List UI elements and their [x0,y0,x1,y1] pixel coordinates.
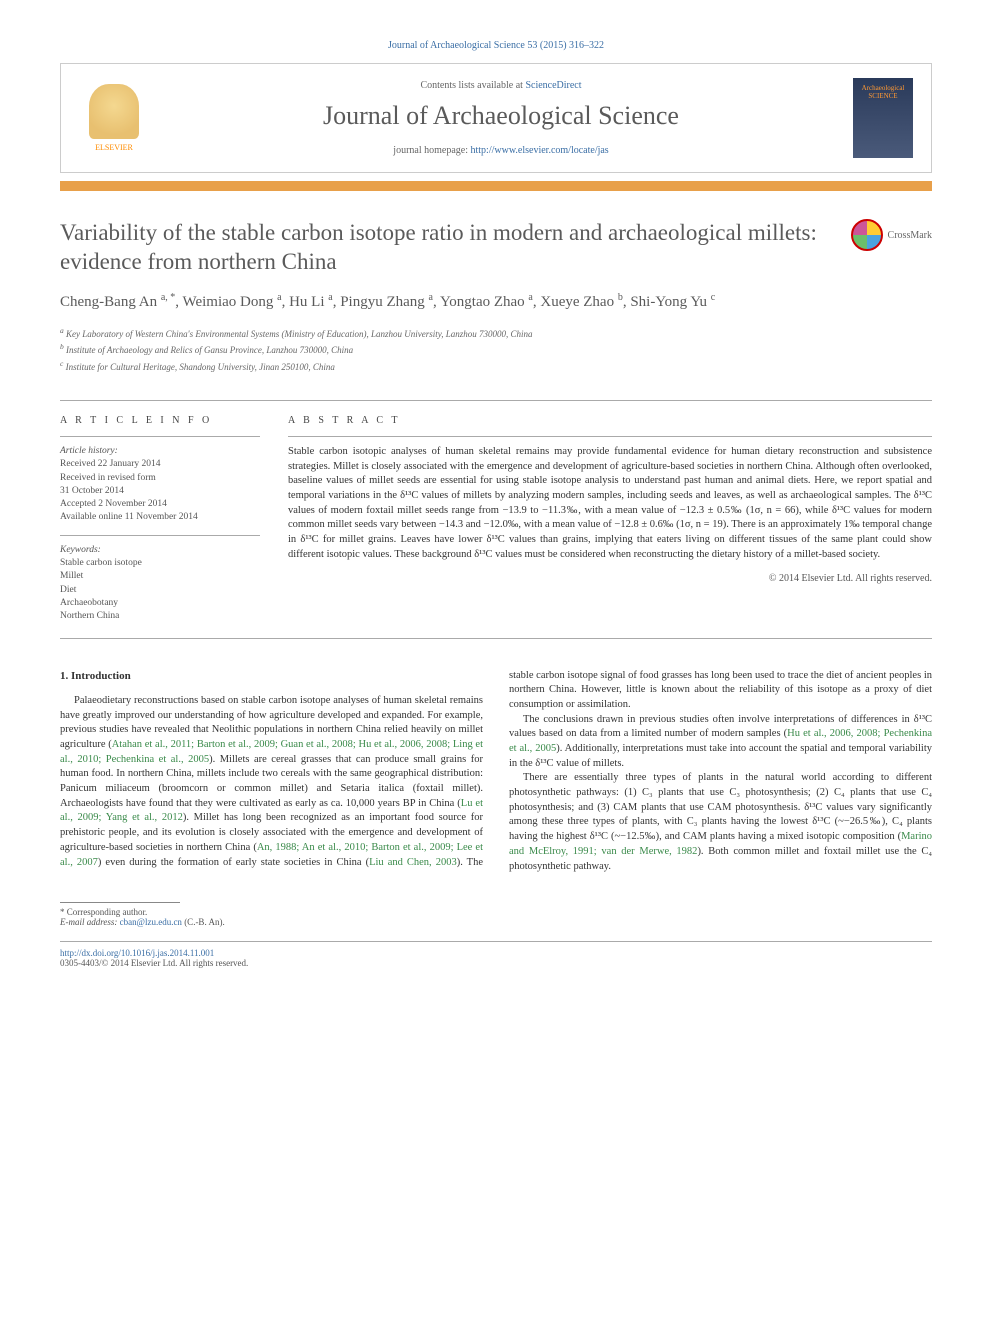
footnotes-block: * Corresponding author. E-mail address: … [60,907,932,927]
sciencedirect-link[interactable]: ScienceDirect [525,80,581,91]
journal-header-box: ELSEVIER Contents lists available at Sci… [60,63,932,173]
history-line: Received 22 January 2014 [60,458,260,471]
body-paragraph: There are essentially three types of pla… [509,771,932,874]
divider [60,400,932,401]
keywords-label: Keywords: [60,544,260,557]
body-text: in northern China ( [172,842,257,853]
email-line: E-mail address: cban@lzu.edu.cn (C.-B. A… [60,917,932,927]
journal-title: Journal of Archaeological Science [149,101,853,131]
affiliations-list: a Key Laboratory of Western China's Envi… [60,325,932,375]
history-line: Available online 11 November 2014 [60,511,260,524]
divider [60,638,932,639]
footnote-separator [60,902,180,903]
header-center: Contents lists available at ScienceDirec… [149,80,853,156]
crossmark-label: CrossMark [888,230,932,241]
abstract-text: Stable carbon isotopic analyses of human… [288,445,932,563]
abstract-column: A B S T R A C T Stable carbon isotopic a… [288,415,932,624]
article-title: Variability of the stable carbon isotope… [60,219,820,277]
body-paragraph: The conclusions drawn in previous studie… [509,713,932,772]
history-line: Received in revised form [60,472,260,485]
abstract-copyright: © 2014 Elsevier Ltd. All rights reserved… [288,573,932,584]
history-line: Accepted 2 November 2014 [60,498,260,511]
email-suffix: (C.-B. An). [182,917,225,927]
corresponding-author-note: * Corresponding author. [60,907,932,917]
publisher-logo: ELSEVIER [79,78,149,158]
email-link[interactable]: cban@lzu.edu.cn [120,917,182,927]
divider [288,436,932,437]
homepage-prefix: journal homepage: [393,145,470,156]
issn-copyright-line: 0305-4403/© 2014 Elsevier Ltd. All right… [60,958,932,968]
crossmark-badge[interactable]: CrossMark [851,219,932,251]
publisher-name: ELSEVIER [95,143,133,152]
article-info-label: A R T I C L E I N F O [60,415,260,426]
elsevier-tree-icon [89,84,139,139]
email-label: E-mail address: [60,917,120,927]
history-line: 31 October 2014 [60,485,260,498]
keyword-line: Northern China [60,610,260,623]
contents-line: Contents lists available at ScienceDirec… [149,80,853,91]
orange-accent-bar [60,181,932,191]
authors-list: Cheng-Bang An a, *, Weimiao Dong a, Hu L… [60,291,932,313]
article-history-block: Article history: Received 22 January 201… [60,445,260,525]
article-info-column: A R T I C L E I N F O Article history: R… [60,415,260,624]
body-text: ) even during the formation of early sta… [98,857,369,868]
body-text: ). Additionally, interpretations must ta… [509,743,932,769]
keyword-line: Stable carbon isotope [60,557,260,570]
affiliation-line: c Institute for Cultural Heritage, Shand… [60,358,932,375]
contents-prefix: Contents lists available at [420,80,525,91]
doi-link[interactable]: http://dx.doi.org/10.1016/j.jas.2014.11.… [60,948,214,958]
citation-link[interactable]: Liu and Chen, 2003 [369,857,457,868]
keyword-line: Diet [60,584,260,597]
body-text: There are essentially three types of pla… [509,772,932,842]
journal-cover-thumbnail: Archaeological SCIENCE [853,78,913,158]
divider [60,436,260,437]
keywords-block: Keywords: Stable carbon isotopeMilletDie… [60,544,260,624]
homepage-link[interactable]: http://www.elsevier.com/locate/jas [471,145,609,156]
section-heading-introduction: 1. Introduction [60,669,483,684]
divider [60,535,260,536]
body-two-columns: 1. Introduction Palaeodietary reconstruc… [60,669,932,875]
keyword-line: Archaeobotany [60,597,260,610]
history-label: Article history: [60,445,260,458]
crossmark-icon [851,219,883,251]
abstract-label: A B S T R A C T [288,415,932,426]
affiliation-line: b Institute of Archaeology and Relics of… [60,341,932,358]
journal-reference: Journal of Archaeological Science 53 (20… [60,40,932,51]
keyword-line: Millet [60,570,260,583]
footer-bar: http://dx.doi.org/10.1016/j.jas.2014.11.… [60,941,932,968]
homepage-line: journal homepage: http://www.elsevier.co… [149,145,853,156]
affiliation-line: a Key Laboratory of Western China's Envi… [60,325,932,342]
